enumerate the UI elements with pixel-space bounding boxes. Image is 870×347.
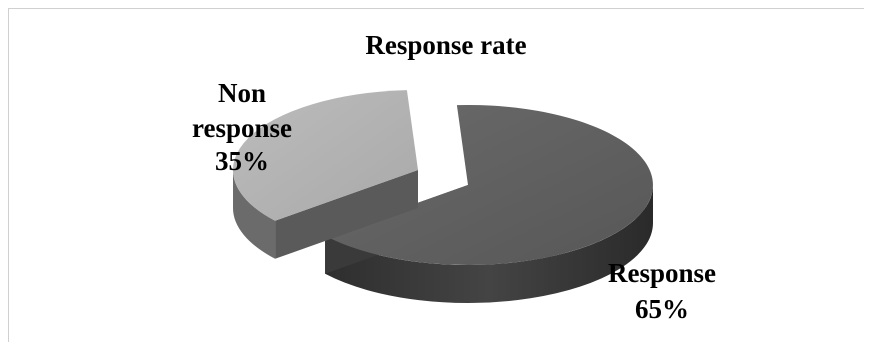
data-label-non-response: Non response 35% — [192, 78, 292, 176]
pie-slice-response — [325, 104, 653, 303]
pie-slice-non-response-cut-face — [275, 170, 418, 259]
data-label-non-response-percent: 35% — [215, 146, 269, 176]
pie-slice-non-response-side — [233, 170, 276, 259]
pie-slice-response-top — [325, 104, 653, 265]
chart-frame — [8, 8, 864, 342]
data-label-response-line1: Response — [608, 258, 716, 288]
data-label-non-response-line2: response — [192, 113, 292, 143]
pie-slice-non-response-top — [232, 90, 418, 221]
pie-slice-non-response — [232, 90, 418, 259]
data-label-response: Response 65% — [608, 258, 716, 324]
chart-title: Response rate — [365, 30, 526, 60]
pie-slice-response-side — [325, 185, 653, 303]
data-label-response-percent: 65% — [635, 294, 689, 324]
data-label-non-response-line1: Non — [218, 78, 266, 108]
